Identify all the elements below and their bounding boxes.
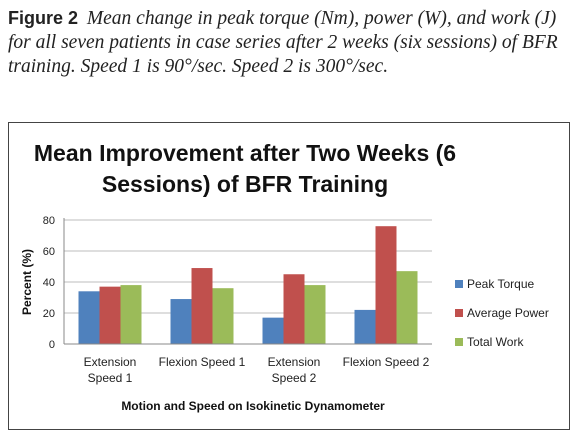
- bar: [354, 309, 376, 344]
- x-category-label: Extension: [268, 355, 321, 369]
- legend-swatch: [455, 338, 463, 346]
- chart-title-line: Mean Improvement after Two Weeks (6: [34, 140, 456, 166]
- bar: [375, 226, 397, 344]
- y-tick-label: 0: [49, 339, 55, 351]
- x-category-label: Speed 1: [88, 371, 133, 385]
- bar: [262, 317, 284, 344]
- x-axis-title: Motion and Speed on Isokinetic Dynamomet…: [121, 399, 385, 413]
- x-category-label: Extension: [84, 355, 137, 369]
- x-category-label: Flexion Speed 2: [343, 355, 430, 369]
- legend-label: Total Work: [467, 335, 524, 349]
- bar: [170, 299, 192, 344]
- bar: [396, 271, 418, 344]
- bar: [212, 288, 234, 344]
- y-tick-label: 20: [43, 308, 55, 320]
- y-axis-title: Percent (%): [20, 249, 34, 315]
- bar-chart: Mean Improvement after Two Weeks (6 Sessi…: [20, 140, 549, 413]
- legend-swatch: [455, 280, 463, 288]
- bar: [283, 274, 305, 344]
- bar: [120, 285, 142, 344]
- legend-label: Average Power: [467, 306, 549, 320]
- x-category-label: Speed 2: [272, 371, 317, 385]
- legend-label: Peak Torque: [467, 277, 534, 291]
- y-tick-label: 60: [43, 246, 55, 258]
- chart-frame: Mean Improvement after Two Weeks (6 Sessi…: [8, 122, 570, 430]
- figure-caption: Figure 2 Mean change in peak torque (Nm)…: [8, 6, 574, 79]
- x-category-label: Flexion Speed 1: [159, 355, 246, 369]
- bar: [99, 286, 121, 344]
- figure-caption-text: Mean change in peak torque (Nm), power (…: [8, 8, 558, 77]
- figure-label: Figure 2: [8, 8, 79, 28]
- bar: [191, 268, 213, 344]
- y-tick-label: 40: [43, 277, 55, 289]
- bar: [78, 291, 100, 344]
- y-tick-label: 80: [43, 215, 55, 227]
- legend-swatch: [455, 309, 463, 317]
- bar: [304, 285, 326, 344]
- chart-title-line: Sessions) of BFR Training: [102, 171, 388, 197]
